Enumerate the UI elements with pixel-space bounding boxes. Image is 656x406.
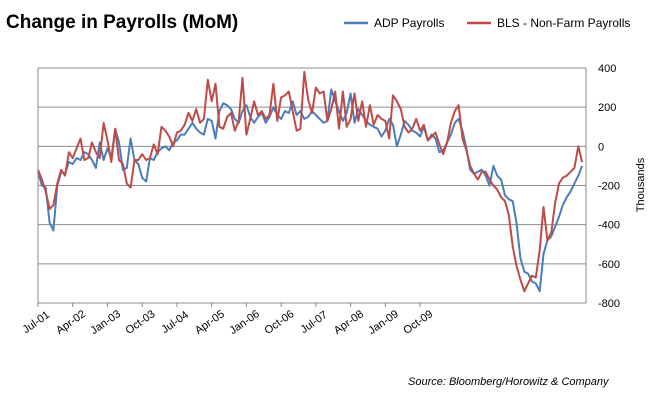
x-tick-label: Jan-03 <box>89 308 123 337</box>
x-tick-label: Apr-08 <box>332 308 366 337</box>
x-axis-ticks: Jul-01 Apr-02 Jan-03 Oct-03 Jul-04 Apr-05 Jan-… <box>21 308 436 337</box>
series-line-bls <box>37 70 584 293</box>
series-line-adp <box>37 88 584 293</box>
y-tick-label: 0 <box>598 141 604 153</box>
y-axis-label: Thousands <box>635 157 647 212</box>
x-tick-label: Jul-01 <box>21 309 52 336</box>
series-lines <box>37 70 584 293</box>
x-tick-label: Oct-09 <box>401 308 435 337</box>
y-tick-label: -200 <box>598 181 620 193</box>
x-tick-label: Jan-09 <box>366 308 400 337</box>
x-tick-label: Jul-04 <box>159 309 190 336</box>
y-tick-label: 400 <box>598 63 616 75</box>
x-tick-label: Oct-03 <box>124 308 158 337</box>
legend: ADP Payrolls BLS - Non-Farm Payrolls <box>344 16 630 30</box>
y-tick-label: -400 <box>598 220 620 232</box>
y-tick-label: 200 <box>598 102 616 114</box>
x-tick-label: Oct-06 <box>262 308 296 337</box>
legend-label-bls: BLS - Non-Farm Payrolls <box>497 16 630 30</box>
legend-label-adp: ADP Payrolls <box>374 16 444 30</box>
x-tick-label: Jul-07 <box>298 309 329 336</box>
x-tick-label: Jan-06 <box>227 308 261 337</box>
gridlines <box>38 67 586 304</box>
source-note: Source: Bloomberg/Horowitz & Company <box>408 376 610 388</box>
y-tick-label: -600 <box>598 259 620 271</box>
y-tick-label: -800 <box>598 298 620 310</box>
x-tick-label: Apr-02 <box>54 308 88 337</box>
chart-title: Change in Payrolls (MoM) <box>6 12 238 33</box>
x-tick-label: Apr-05 <box>193 308 227 337</box>
y-axis-ticks: 400 200 0 -200 -400 -600 -800 <box>598 63 620 310</box>
axes <box>37 68 587 307</box>
